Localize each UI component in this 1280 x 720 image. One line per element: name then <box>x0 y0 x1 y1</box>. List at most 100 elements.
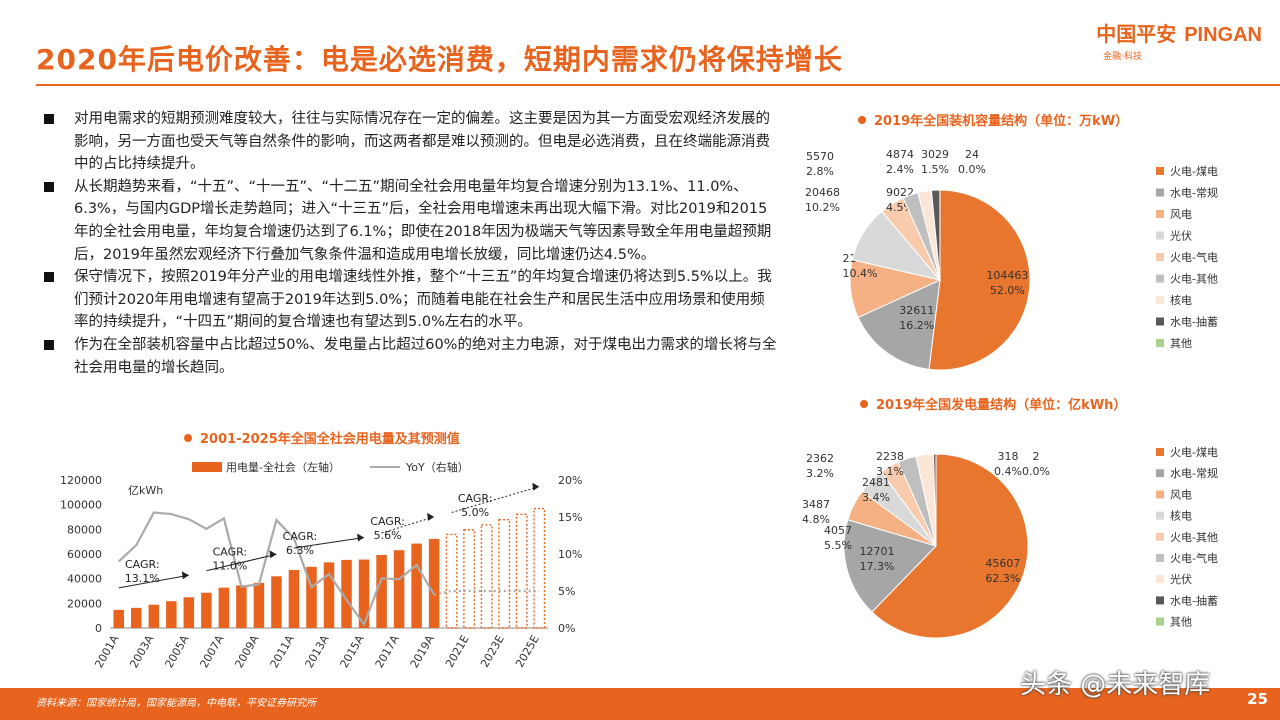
cagr-label: CAGR: <box>125 558 160 571</box>
bullet-text: 作为在全部装机容量中占比超过50%、发电量占比超过60%的绝对主力电源，对于煤电… <box>74 336 777 376</box>
bar-2015A <box>358 559 370 628</box>
x-tick-label: 2005A <box>162 633 191 671</box>
legend-label: 水电-常规 <box>1170 466 1218 480</box>
pie-generation-title: 2019年全国发电量结构（单位：亿kWh） <box>860 394 1126 413</box>
legend-label: 火电-气电 <box>1170 250 1218 264</box>
pie-pct-label: 3.2% <box>806 467 834 480</box>
pie-value-label: 2362 <box>806 452 834 465</box>
title-divider <box>36 84 1280 86</box>
bullet-text: 从长期趋势来看，“十五”、“十一五”、“十二五”期间全社会用电量年均复合增速分别… <box>74 178 772 263</box>
cagr-arrow-head <box>427 512 435 521</box>
cagr-value: 5.0% <box>461 506 489 519</box>
pie-pct-label: 1.5% <box>921 163 949 176</box>
y-left-tick-label: 0 <box>95 622 102 635</box>
bar-2009A <box>253 582 265 628</box>
bullet-text: 保守情况下，按照2019年分产业的用电增速线性外推，整个“十三五”的年均复合增速… <box>74 269 772 331</box>
bullet-item: 作为在全部装机容量中占比超过50%、发电量占比超过60%的绝对主力电源，对于煤电… <box>44 334 779 379</box>
bar-2014A <box>341 559 352 628</box>
y-right-tick-label: 5% <box>558 585 575 598</box>
cagr-arrow-head <box>269 550 277 559</box>
cagr-value: 6.3% <box>286 544 314 557</box>
y-right-tick-label: 10% <box>558 548 582 561</box>
legend-label: 核电 <box>1170 509 1192 523</box>
pie-value-label: 24 <box>965 148 979 161</box>
bar-2018A <box>411 543 422 628</box>
page-number: 25 <box>1247 690 1268 708</box>
legend-label: 光伏 <box>1170 229 1192 243</box>
generation-structure-pie: 45607 62.3% 12701 17.3% 4057 5.5% 3487 4.8% 2481… <box>802 446 1218 639</box>
pie-pct-label: 62.3% <box>985 572 1020 585</box>
pie-value-label: 3029 <box>921 148 949 161</box>
logo-en: PINGAN <box>1184 24 1262 46</box>
cagr-value: 5.6% <box>374 529 402 542</box>
bullet-list: 对用电需求的短期预测难度较大，往往与实际情况存在一定的偏差。这主要是因为其一方面… <box>44 108 779 379</box>
footer-bar: 资料来源：国家统计局，国家能源局，中电联，平安证券研究所 25 <box>0 688 1280 720</box>
bullet-item: 保守情况下，按照2019年分产业的用电增速线性外推，整个“十三五”的年均复合增速… <box>44 266 779 334</box>
bar-2011A <box>288 570 300 628</box>
y-left-tick-label: 120000 <box>60 474 102 487</box>
legend-bar-swatch <box>192 462 222 472</box>
bar-2001A <box>113 609 125 628</box>
title-dot-icon <box>858 116 866 124</box>
x-tick-label: 2003A <box>127 633 156 671</box>
legend-label: 其他 <box>1170 616 1192 629</box>
pie-pct-label: 3.1% <box>876 465 904 478</box>
legend-swatch <box>1156 448 1164 456</box>
square-bullet-icon <box>44 181 56 266</box>
yoy-line-forecast <box>433 589 540 596</box>
legend-swatch <box>1156 554 1164 562</box>
legend-label: 风电 <box>1170 208 1192 221</box>
bar-2003A <box>148 604 160 628</box>
x-tick-label: 2009A <box>232 633 261 671</box>
pingan-logo: 中国平安 PINGAN 金融·科技 <box>1096 18 1262 62</box>
legend-label: 风电 <box>1170 488 1192 501</box>
bar-forecast-2022E <box>480 524 493 629</box>
title-dot-icon <box>860 400 868 408</box>
cagr-label: CAGR: <box>283 530 318 543</box>
x-tick-label: 2015A <box>338 633 367 671</box>
bar-2007A <box>218 587 230 628</box>
legend-label: 其他 <box>1170 337 1192 350</box>
cagr-arrow-head <box>181 571 189 580</box>
square-bullet-icon <box>44 114 56 176</box>
pie-pct-label: 0.4% <box>994 465 1022 478</box>
legend-swatch <box>1156 339 1164 347</box>
legend-swatch <box>1156 617 1164 626</box>
cagr-label: CAGR: <box>213 546 248 559</box>
cagr-arrow-line <box>206 553 277 572</box>
pie-pct-label: 17.3% <box>860 560 895 573</box>
pie-pct-label: 5.5% <box>824 539 852 552</box>
cagr-label: CAGR: <box>458 492 493 505</box>
bar-2006A <box>201 592 212 628</box>
pie-slice-1 <box>843 519 937 613</box>
bar-2017A <box>393 550 405 628</box>
pie-pct-label: 16.2% <box>899 319 934 332</box>
bullet-item: 从长期趋势来看，“十五”、“十一五”、“十二五”期间全社会用电量年均复合增速分别… <box>44 176 779 266</box>
legend-swatch <box>1156 532 1164 541</box>
y-left-tick-label: 40000 <box>67 573 102 586</box>
pie-pct-label: 2.4% <box>886 163 914 176</box>
square-bullet-icon <box>44 272 56 334</box>
bar-forecast-2021E <box>463 529 476 629</box>
bar-forecast-2020E <box>445 533 458 629</box>
legend-label: 水电-抽蓄 <box>1170 315 1218 329</box>
bar-2002A <box>131 607 142 628</box>
pie-value-label: 2 <box>1033 450 1040 463</box>
cagr-arrow-line <box>451 486 540 513</box>
watermark: 头条 @未来智库 <box>1020 670 1211 700</box>
cagr-value: 11.0% <box>212 560 247 573</box>
bar-chart-title: 2001-2025年全国全社会用电量及其预测值 <box>184 428 460 447</box>
y-left-tick-label: 80000 <box>67 523 102 536</box>
cagr-value: 13.1% <box>125 572 160 585</box>
electricity-consumption-chart: 0 20000 40000 60000 80000 100000 120000 0% 5% 10%… <box>60 460 582 671</box>
pie-value-label: 2238 <box>876 450 904 463</box>
pie-value-label: 2481 <box>862 476 890 489</box>
x-tick-label: 2023E <box>478 633 507 670</box>
y-right-tick-label: 15% <box>558 511 582 524</box>
legend-swatch <box>1156 317 1164 326</box>
x-tick-label: 2013A <box>303 633 332 671</box>
page-title: 2020年后电价改善：电是必选消费，短期内需求仍将保持增长 <box>36 43 843 76</box>
bar-2008A <box>236 585 247 628</box>
x-tick-label: 2021E <box>443 633 472 670</box>
pie-pct-label: 3.4% <box>862 491 890 504</box>
